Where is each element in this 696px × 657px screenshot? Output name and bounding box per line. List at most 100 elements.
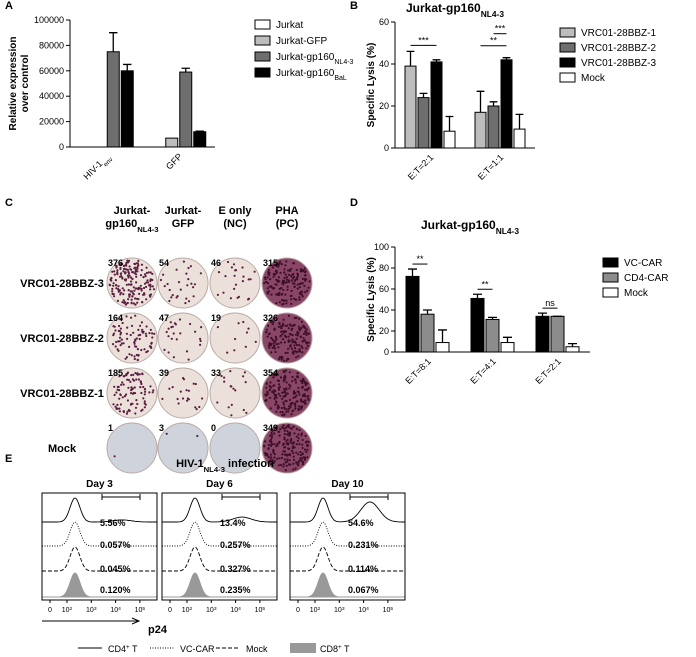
colony	[283, 458, 286, 461]
colony	[295, 435, 298, 438]
colony	[281, 413, 284, 416]
colony	[139, 386, 142, 389]
colony	[136, 301, 139, 304]
colony	[288, 431, 291, 434]
text-part: 3	[342, 606, 345, 612]
colony	[118, 263, 121, 266]
colony	[263, 445, 266, 448]
colony	[297, 453, 300, 456]
error-bar	[423, 309, 432, 315]
y-tick-label: 80	[379, 263, 389, 273]
colony	[128, 293, 132, 296]
colony	[284, 281, 287, 284]
colony	[276, 442, 279, 445]
colony	[234, 283, 238, 286]
legend-label: CD4+ T	[108, 644, 138, 655]
colony	[130, 298, 133, 301]
colony	[131, 292, 135, 295]
colony	[288, 340, 291, 343]
colony	[288, 332, 291, 336]
row-label: Mock	[48, 443, 77, 455]
colony	[287, 280, 290, 283]
colony	[143, 286, 146, 290]
colony	[281, 324, 284, 327]
colony-dots	[113, 455, 116, 458]
colony	[141, 301, 144, 304]
colony	[130, 302, 133, 305]
colony	[280, 341, 283, 344]
spot-count: 315	[263, 258, 278, 268]
colony	[293, 285, 296, 289]
colony	[304, 441, 307, 444]
bar	[474, 111, 487, 149]
colony	[289, 406, 292, 409]
colony	[274, 389, 277, 393]
legend-swatch	[559, 42, 576, 53]
x-tick-label: 0	[168, 607, 172, 614]
colony	[301, 379, 304, 383]
colony	[230, 385, 233, 388]
colony	[230, 403, 233, 406]
colony	[268, 273, 271, 277]
legend-swatch	[602, 257, 619, 268]
colony	[285, 388, 288, 391]
colony	[165, 330, 168, 334]
colony	[182, 378, 186, 381]
colony	[297, 355, 300, 358]
error-bar	[502, 57, 511, 60]
colony	[290, 403, 293, 406]
colony	[277, 342, 280, 345]
bar	[120, 70, 134, 148]
colony	[112, 325, 115, 328]
colony	[304, 395, 307, 398]
colony	[301, 443, 304, 446]
chart-title: HIV-1NL4-3 infection	[176, 458, 274, 474]
colony	[274, 350, 277, 354]
colony	[249, 278, 252, 281]
colony	[275, 410, 278, 413]
colony	[269, 278, 272, 281]
colony	[128, 295, 131, 298]
text-part: NL4-3	[334, 59, 353, 66]
colony	[284, 427, 287, 430]
colony	[187, 389, 190, 392]
colony	[264, 331, 268, 334]
colony	[123, 289, 126, 292]
text-part: BaL	[334, 75, 347, 82]
legend-swatch	[290, 643, 316, 653]
colony	[292, 275, 296, 278]
colony-dots	[163, 318, 203, 361]
colony	[247, 278, 250, 281]
colony	[227, 406, 230, 409]
colony	[247, 327, 250, 330]
colony	[139, 324, 142, 327]
panel-frame	[161, 492, 278, 601]
colony	[184, 302, 187, 305]
colony	[292, 462, 295, 465]
colony	[116, 403, 119, 406]
colony	[115, 340, 118, 344]
colony	[150, 342, 153, 345]
colony	[149, 285, 152, 288]
colony	[305, 347, 308, 350]
colony	[300, 459, 303, 462]
colony	[275, 396, 278, 399]
colony	[130, 354, 133, 357]
colony	[127, 289, 130, 292]
colony	[149, 271, 152, 274]
legend-swatch	[559, 72, 576, 83]
colony	[269, 453, 273, 456]
colony	[301, 277, 304, 280]
colony	[277, 346, 280, 349]
colony	[290, 298, 293, 301]
colony	[269, 388, 272, 391]
colony	[308, 280, 311, 283]
colony	[299, 450, 302, 454]
colony	[273, 460, 276, 463]
colony	[130, 316, 133, 319]
colony	[296, 400, 299, 403]
colony	[301, 340, 304, 343]
bar	[420, 313, 435, 353]
gate-percent: 0.327%	[220, 564, 251, 574]
spot-count: 164	[108, 313, 123, 323]
